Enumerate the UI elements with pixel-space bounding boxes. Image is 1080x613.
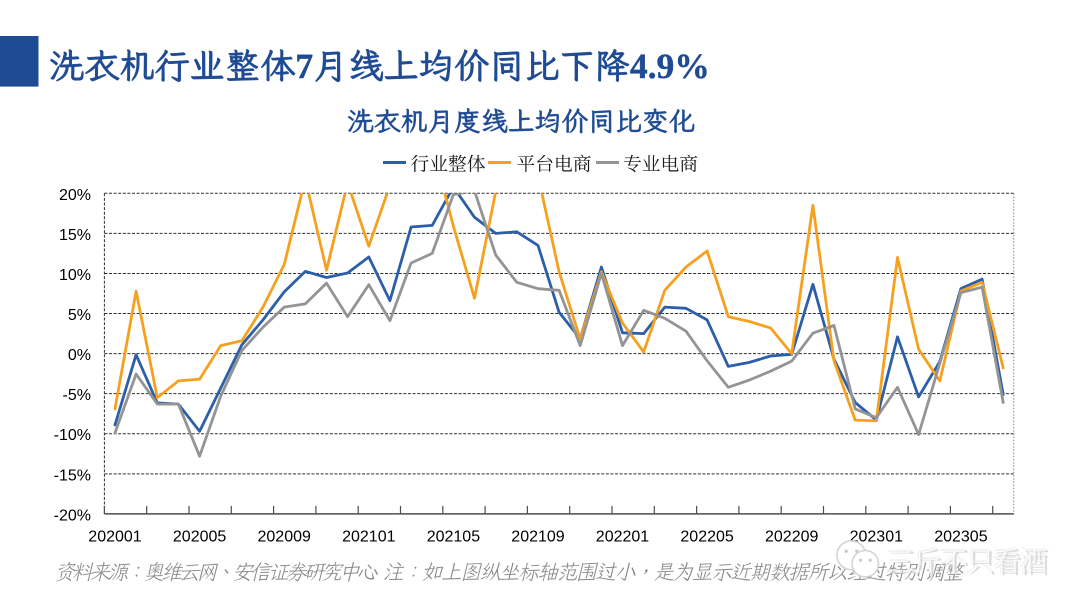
svg-text:202201: 202201: [596, 529, 649, 546]
svg-text:202109: 202109: [511, 529, 564, 546]
svg-text:5%: 5%: [68, 307, 91, 324]
svg-text:202005: 202005: [173, 529, 226, 546]
svg-text:202305: 202305: [934, 529, 987, 546]
svg-text:20%: 20%: [59, 187, 91, 204]
svg-text:-20%: -20%: [54, 507, 91, 524]
svg-text:-15%: -15%: [54, 467, 91, 484]
svg-text:10%: 10%: [59, 267, 91, 284]
svg-text:202105: 202105: [427, 529, 480, 546]
svg-text:202205: 202205: [680, 529, 733, 546]
svg-text:15%: 15%: [59, 227, 91, 244]
svg-text:202209: 202209: [765, 529, 818, 546]
svg-text:0%: 0%: [68, 347, 91, 364]
svg-text:202001: 202001: [88, 529, 141, 546]
svg-text:202101: 202101: [342, 529, 395, 546]
svg-text:-5%: -5%: [63, 387, 91, 404]
svg-text:202009: 202009: [258, 529, 311, 546]
svg-text:202301: 202301: [850, 529, 903, 546]
svg-text:-10%: -10%: [54, 427, 91, 444]
